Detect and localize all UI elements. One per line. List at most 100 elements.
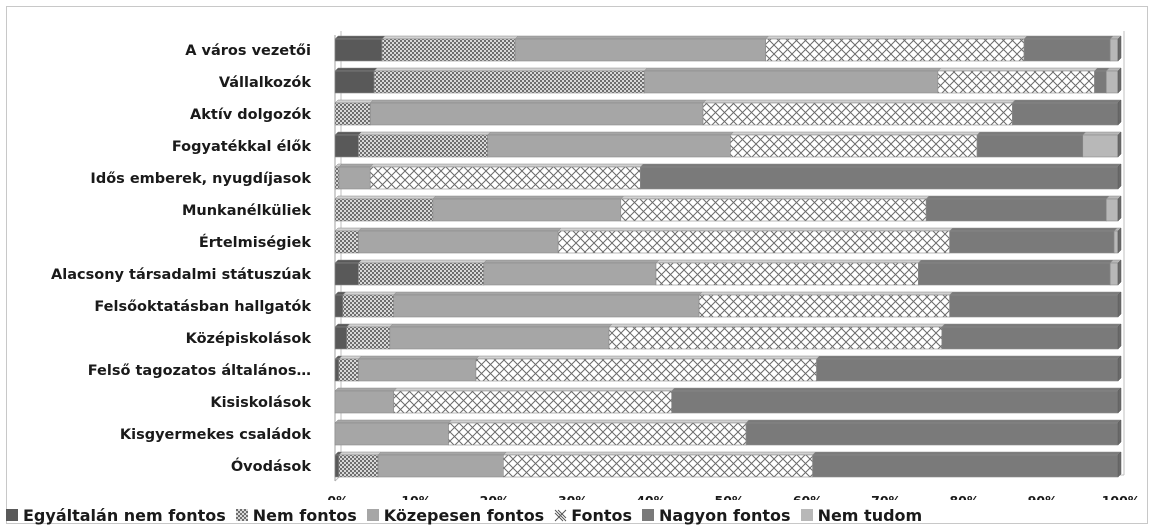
bar-segment-top bbox=[357, 259, 488, 264]
bar-segment-top bbox=[334, 195, 437, 200]
bar-segment bbox=[917, 259, 1114, 286]
bar-segment-face bbox=[393, 390, 672, 414]
bar-segment-face bbox=[745, 422, 1119, 446]
bar-segment-top bbox=[377, 451, 507, 456]
bar-segment bbox=[447, 419, 750, 446]
legend-swatch bbox=[554, 509, 567, 521]
bar-segment-top bbox=[393, 291, 703, 296]
bar-segment-top bbox=[447, 419, 750, 424]
bar-segment-face bbox=[358, 358, 477, 382]
bar-segment-face bbox=[671, 390, 1119, 414]
bar-segment-face bbox=[377, 454, 504, 478]
bar-segment bbox=[389, 323, 613, 350]
bar-end-cap bbox=[1117, 355, 1122, 382]
bar-segment-face bbox=[338, 166, 371, 190]
bar-segment-top bbox=[369, 99, 707, 104]
bar-segment bbox=[475, 355, 821, 382]
bar-segment bbox=[342, 291, 398, 318]
x-tick-label: 30% bbox=[558, 493, 588, 500]
bar-segment-top bbox=[346, 323, 394, 328]
bar-segment-face bbox=[503, 454, 813, 478]
bar-segment-face bbox=[1082, 134, 1119, 158]
x-tick-label: 60% bbox=[793, 493, 823, 500]
bar-end-cap bbox=[1117, 67, 1122, 94]
bar-segment-top bbox=[698, 291, 954, 296]
category-label: Vállalkozók bbox=[219, 75, 312, 91]
bar-segment-top bbox=[608, 323, 946, 328]
bar-segment-top bbox=[949, 227, 1118, 232]
bar-segment-face bbox=[338, 358, 359, 382]
bar-segment-face bbox=[1109, 262, 1119, 286]
bar-segment-top bbox=[655, 259, 922, 264]
bar-segment bbox=[338, 355, 363, 382]
category-label: Munkanélküliek bbox=[182, 203, 311, 219]
bar-segment-top bbox=[334, 99, 374, 104]
bar-segment-face bbox=[1105, 198, 1119, 222]
bar-segment-top bbox=[338, 163, 374, 168]
bar-end-cap bbox=[1117, 291, 1122, 318]
bar-end-cap bbox=[1117, 323, 1122, 350]
bar-segment-face bbox=[334, 198, 434, 222]
bar-segment-face bbox=[557, 230, 950, 254]
legend-item: Egyáltalán nem fontos bbox=[6, 506, 226, 525]
bar-segment-top bbox=[334, 131, 363, 136]
bar-segment-top bbox=[1011, 99, 1122, 104]
bar-segment-face bbox=[1011, 102, 1119, 126]
x-tick-label: 20% bbox=[480, 493, 510, 500]
bar-segment-face bbox=[1023, 38, 1111, 62]
category-label: Idős emberek, nyugdíjasok bbox=[90, 171, 311, 187]
bar-segment bbox=[937, 67, 1099, 94]
bar-segment-face bbox=[334, 70, 375, 94]
legend-swatch bbox=[800, 508, 813, 521]
bar-segment-face bbox=[925, 198, 1107, 222]
bar-segment bbox=[655, 259, 922, 286]
legend-swatch bbox=[642, 508, 655, 521]
bar-segment-face bbox=[1094, 70, 1107, 94]
category-label: Középiskolások bbox=[186, 331, 312, 347]
legend-item: Nagyon fontos bbox=[642, 506, 791, 525]
legend-item: Nem fontos bbox=[235, 506, 357, 525]
bar-segment-face bbox=[643, 70, 939, 94]
bar-segment bbox=[815, 355, 1122, 382]
bar-segment-face bbox=[358, 134, 488, 158]
legend-label: Közepesen fontos bbox=[383, 505, 545, 525]
legend-item: Közepesen fontos bbox=[366, 505, 545, 525]
bar-segment-face bbox=[1109, 38, 1119, 62]
bar-segment-face bbox=[334, 102, 371, 126]
bar-segment bbox=[1082, 131, 1122, 158]
bar-segment bbox=[729, 131, 981, 158]
bar-segment bbox=[393, 291, 703, 318]
bar-segment bbox=[393, 387, 676, 414]
bar-segment-top bbox=[334, 419, 453, 424]
bar-segment-face bbox=[655, 262, 919, 286]
bar-segment-face bbox=[334, 326, 348, 350]
bar-end-cap bbox=[1117, 131, 1122, 158]
bar-end-cap bbox=[1117, 35, 1122, 62]
bar-segment bbox=[381, 35, 519, 62]
bar-segment-face bbox=[698, 294, 950, 318]
bar-segment-face bbox=[487, 134, 731, 158]
bar-segment bbox=[334, 67, 378, 94]
bar-end-cap bbox=[1117, 227, 1122, 254]
bar-segment-face bbox=[949, 230, 1115, 254]
bar-segment-top bbox=[937, 67, 1099, 72]
bar-segment-face bbox=[338, 454, 379, 478]
bar-end-cap bbox=[1117, 259, 1122, 286]
x-tick-label: 70% bbox=[871, 493, 901, 500]
bar-segment-face bbox=[1105, 70, 1119, 94]
bar-segment-face bbox=[702, 102, 1013, 126]
category-label: Aktív dolgozók bbox=[190, 107, 311, 123]
bar-segment bbox=[357, 259, 488, 286]
legend-label: Fontos bbox=[571, 505, 633, 525]
bar-segment bbox=[949, 291, 1122, 318]
bar-segment-top bbox=[393, 387, 676, 392]
bar-segment-top bbox=[389, 323, 613, 328]
bar-end-cap bbox=[1117, 163, 1122, 190]
bar-segment-face bbox=[334, 358, 340, 382]
legend-item: Fontos bbox=[554, 506, 632, 525]
category-label: A város vezetői bbox=[185, 43, 311, 59]
bar-segment-face bbox=[369, 102, 704, 126]
bar-segment-face bbox=[369, 166, 641, 190]
bar-segment bbox=[765, 35, 1028, 62]
bar-segment-top bbox=[812, 451, 1122, 456]
